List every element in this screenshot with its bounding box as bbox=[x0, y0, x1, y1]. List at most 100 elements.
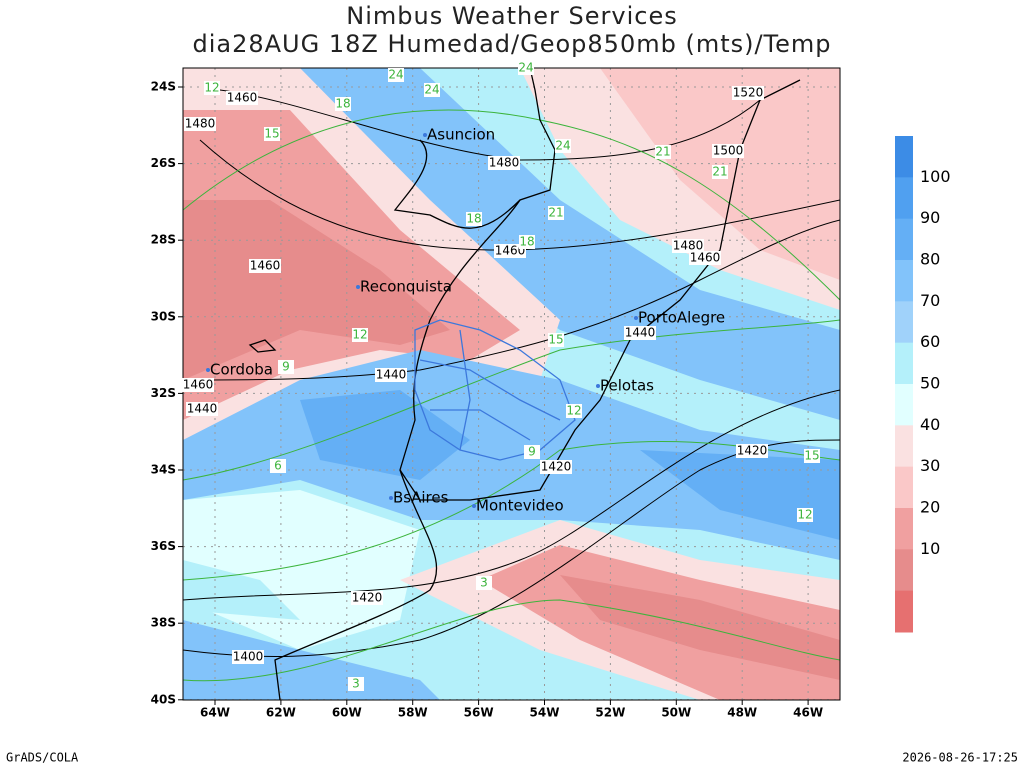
colorbar-swatch bbox=[895, 549, 913, 592]
lon-label: 54W bbox=[530, 706, 560, 720]
lon-label: 48W bbox=[727, 706, 757, 720]
geopotential-label: 1420 bbox=[352, 591, 383, 605]
colorbar: 100 90 80 70 60 50 40 30 20 10 bbox=[895, 136, 951, 633]
temperature-label: 21 bbox=[548, 206, 563, 220]
geopotential-label: 1480 bbox=[489, 156, 520, 170]
footer-right: 2026-08-26-17:25 bbox=[902, 751, 1018, 765]
temperature-label: 9 bbox=[528, 445, 536, 459]
contour-label-bg bbox=[352, 328, 368, 342]
city-dot bbox=[356, 285, 360, 289]
contour-label-bg bbox=[488, 156, 520, 170]
colorbar-label: 10 bbox=[920, 539, 940, 558]
contour-label-bg bbox=[494, 244, 526, 258]
temperature-label: 12 bbox=[797, 508, 812, 522]
temperature-label: 24 bbox=[555, 139, 570, 153]
temperature-label: 3 bbox=[352, 677, 360, 691]
colorbar-label: 90 bbox=[920, 208, 940, 227]
colorbar-label: 70 bbox=[920, 291, 940, 310]
temperature-label: 9 bbox=[282, 360, 290, 374]
contour-label-bg bbox=[335, 97, 351, 111]
contour-label-bg bbox=[424, 83, 440, 97]
geopotential-label: 1460 bbox=[690, 251, 721, 265]
title: Nimbus Weather Services bbox=[346, 2, 677, 30]
colorbar-swatch bbox=[895, 260, 913, 302]
map-labels: 24S 26S 28S 30S 32S 34S 36S 38S 40S 64W 62W 60W 58W 5… bbox=[151, 61, 823, 720]
colorbar-label: 80 bbox=[920, 250, 940, 269]
temperature-label: 18 bbox=[466, 212, 481, 226]
contour-label-bg bbox=[184, 117, 216, 131]
temperature-label: 18 bbox=[519, 235, 534, 249]
colorbar-label: 60 bbox=[920, 332, 940, 351]
contour-label-bg bbox=[624, 326, 656, 340]
geopotential-label: 1440 bbox=[187, 402, 218, 416]
contour-label-bg bbox=[264, 127, 280, 141]
geopotential-label: 1460 bbox=[495, 244, 526, 258]
lon-label: 52W bbox=[595, 706, 625, 720]
city-label: Pelotas bbox=[600, 377, 654, 395]
colorbar-swatch bbox=[895, 384, 913, 426]
footer-left: GrADS/COLA bbox=[6, 751, 79, 765]
lat-label: 24S bbox=[151, 80, 176, 94]
contour-label-bg bbox=[466, 212, 482, 226]
city-dot bbox=[472, 504, 476, 508]
lat-label: 40S bbox=[151, 692, 176, 706]
geopotential-label: 1440 bbox=[625, 326, 656, 340]
geopotential-label: 1520 bbox=[733, 86, 764, 100]
temperature-label: 6 bbox=[274, 459, 282, 473]
geopotential-label: 1480 bbox=[185, 117, 216, 131]
contour-label-bg bbox=[351, 591, 383, 605]
humidity-field bbox=[183, 68, 840, 700]
temperature-label: 3 bbox=[480, 576, 488, 590]
city-label: Asuncion bbox=[427, 126, 495, 144]
lat-label: 38S bbox=[151, 616, 176, 630]
city-label: Montevideo bbox=[476, 497, 564, 515]
temperature-label: 12 bbox=[352, 328, 367, 342]
contour-label-bg bbox=[548, 333, 564, 347]
lon-label: 62W bbox=[266, 706, 296, 720]
contour-label-bg bbox=[797, 508, 813, 522]
geopotential-label: 1460 bbox=[250, 259, 281, 273]
temperature-label: 12 bbox=[204, 81, 219, 95]
city-dot bbox=[634, 316, 638, 320]
contour-label-bg bbox=[249, 259, 281, 273]
geopotential-label: 1420 bbox=[541, 460, 572, 474]
lat-label: 32S bbox=[151, 386, 176, 400]
contour-label-bg bbox=[689, 251, 721, 265]
contour-label-bg bbox=[736, 444, 768, 458]
temperature-label: 15 bbox=[264, 127, 279, 141]
geopotential-label: 1440 bbox=[376, 368, 407, 382]
contour-label-bg bbox=[804, 449, 820, 463]
contour-label-bg bbox=[204, 81, 220, 95]
temperature-label: 24 bbox=[388, 68, 403, 82]
lat-label: 28S bbox=[151, 233, 176, 247]
temperature-label: 24 bbox=[518, 61, 533, 75]
coastlines-borders bbox=[248, 67, 801, 701]
contour-label-bg bbox=[278, 360, 294, 374]
contour-label-bg bbox=[348, 677, 364, 691]
lon-label: 60W bbox=[332, 706, 362, 720]
lon-label: 50W bbox=[661, 706, 691, 720]
lat-label: 30S bbox=[151, 309, 176, 323]
city-label: Cordoba bbox=[210, 361, 273, 379]
colorbar-label: 30 bbox=[920, 456, 940, 475]
colorbar-swatch bbox=[895, 218, 913, 261]
contour-label-bg bbox=[555, 139, 571, 153]
city-label: BsAires bbox=[393, 489, 449, 507]
colorbar-swatch bbox=[895, 466, 913, 509]
contour-label-bg bbox=[655, 145, 671, 159]
contour-label-bg bbox=[270, 459, 286, 473]
contour-label-bg bbox=[375, 368, 407, 382]
colorbar-swatch bbox=[895, 342, 913, 385]
colorbar-swatch bbox=[895, 590, 913, 633]
geopotential-label: 1420 bbox=[737, 444, 768, 458]
city-dot bbox=[423, 133, 427, 137]
contour-label-bg bbox=[388, 68, 404, 82]
geopotential-label: 1460 bbox=[183, 378, 214, 392]
temperature-label: 21 bbox=[655, 145, 670, 159]
subtitle: dia28AUG 18Z Humedad/Geop850mb (mts)/Tem… bbox=[192, 30, 831, 58]
city-dot bbox=[596, 384, 600, 388]
temperature-label: 15 bbox=[804, 449, 819, 463]
rivers bbox=[414, 319, 576, 461]
temperature-label: 18 bbox=[335, 97, 350, 111]
